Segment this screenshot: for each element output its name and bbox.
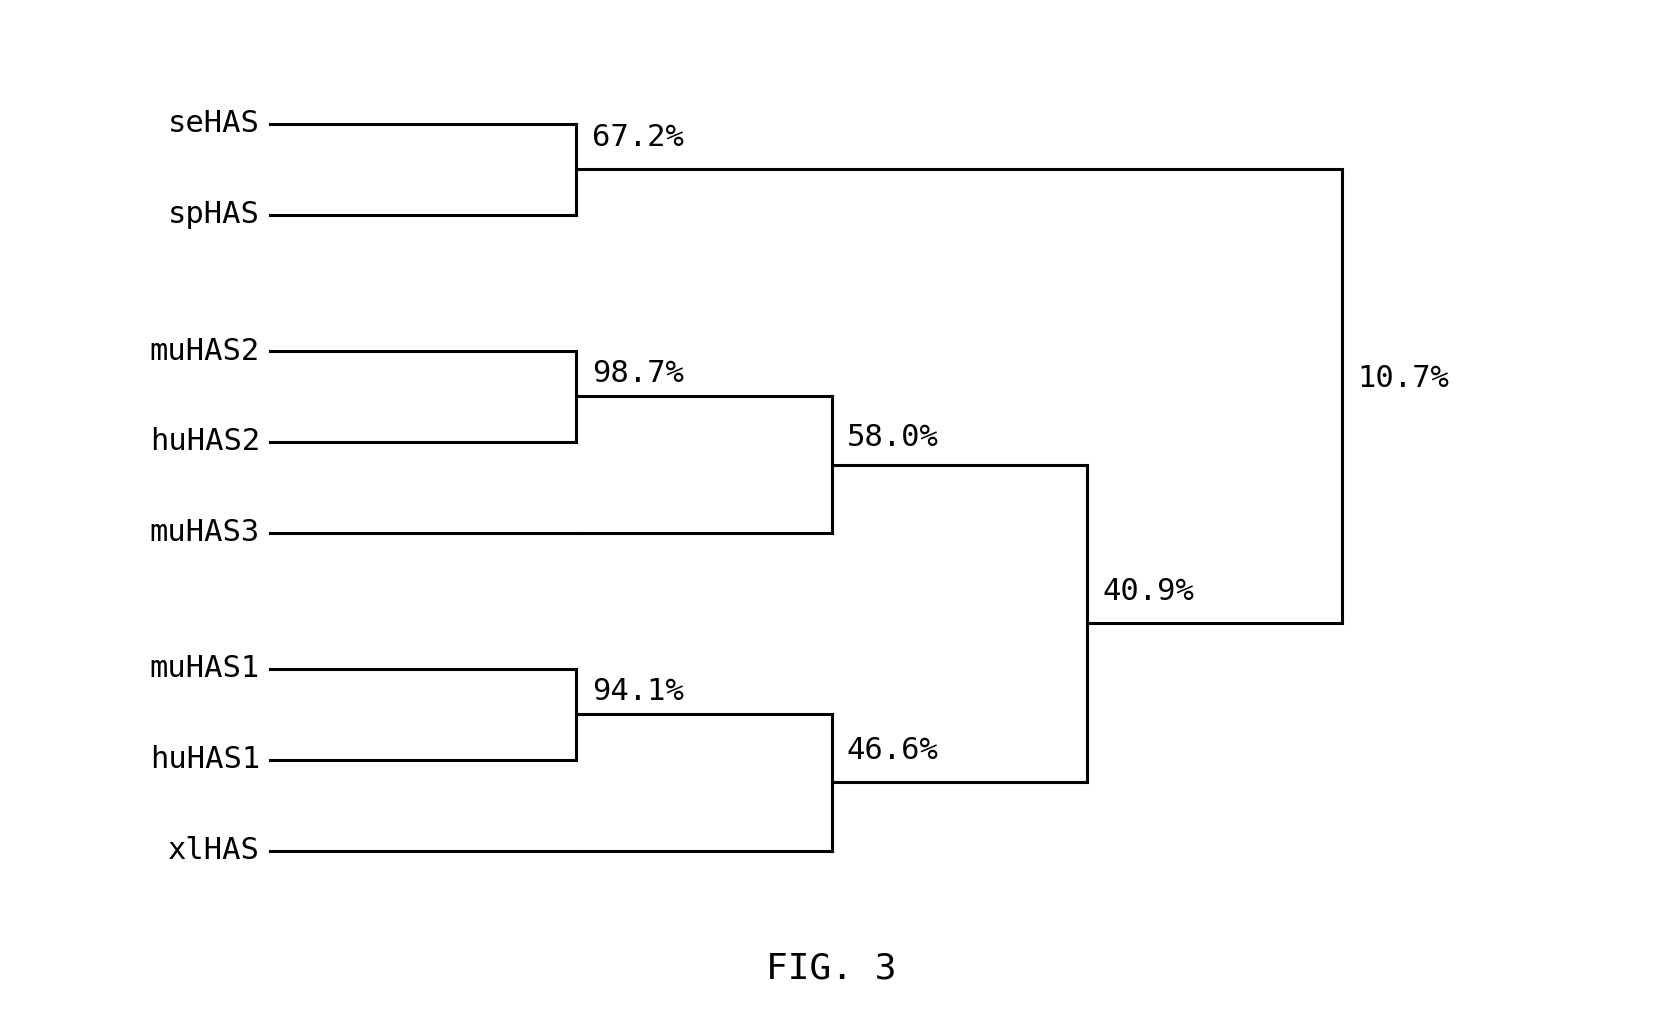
Text: 58.0%: 58.0%: [846, 423, 938, 452]
Text: xlHAS: xlHAS: [168, 836, 259, 865]
Text: 10.7%: 10.7%: [1357, 364, 1448, 393]
Text: FIG. 3: FIG. 3: [767, 952, 896, 986]
Text: muHAS2: muHAS2: [150, 336, 259, 365]
Text: muHAS1: muHAS1: [150, 654, 259, 683]
Text: muHAS3: muHAS3: [150, 519, 259, 547]
Text: spHAS: spHAS: [168, 201, 259, 229]
Text: huHAS2: huHAS2: [150, 427, 259, 456]
Text: 67.2%: 67.2%: [592, 123, 683, 152]
Text: huHAS1: huHAS1: [150, 745, 259, 774]
Text: seHAS: seHAS: [168, 109, 259, 139]
Text: 94.1%: 94.1%: [592, 677, 683, 706]
Text: 98.7%: 98.7%: [592, 359, 683, 388]
Text: 40.9%: 40.9%: [1103, 577, 1194, 606]
Text: 46.6%: 46.6%: [846, 736, 938, 766]
